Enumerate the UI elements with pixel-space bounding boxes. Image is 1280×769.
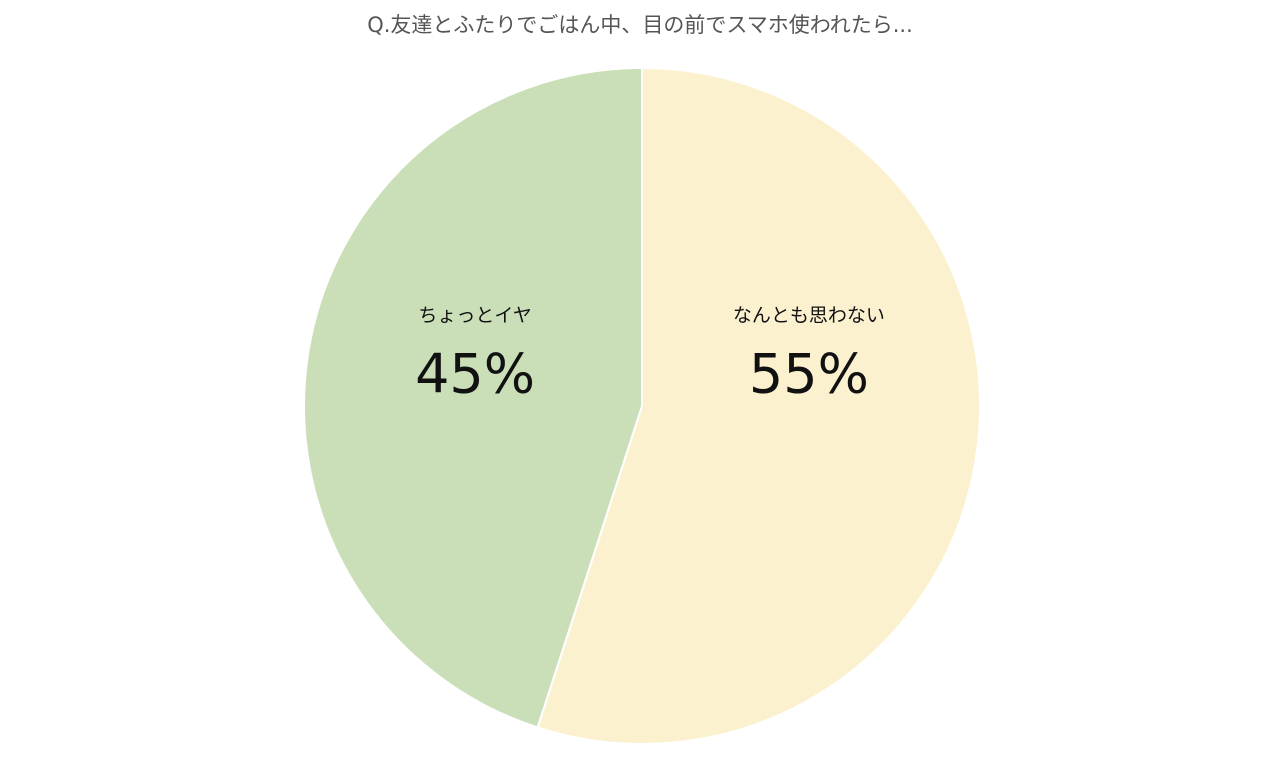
slice-category-label: ちょっとイヤ bbox=[418, 305, 531, 327]
slice-category-label: なんとも思わない bbox=[733, 305, 885, 327]
chart-title: Q.友達とふたりでごはん中、目の前でスマホ使われたら... bbox=[367, 13, 913, 37]
slice-value-label: 55% bbox=[749, 343, 869, 406]
slice-value-label: 45% bbox=[415, 343, 535, 406]
pie-slice bbox=[303, 66, 643, 729]
pie-slice bbox=[536, 66, 981, 745]
